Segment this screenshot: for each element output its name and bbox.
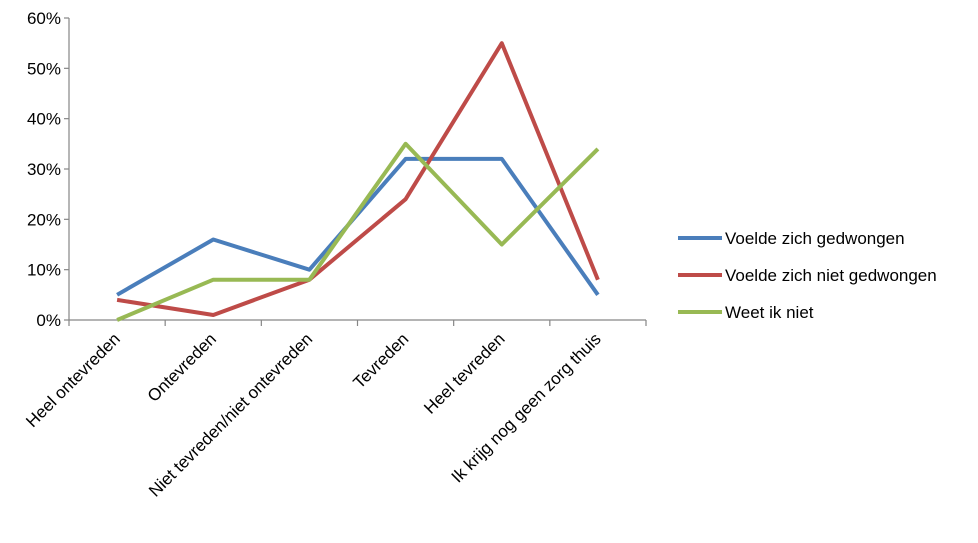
series-line-1	[116, 156, 600, 297]
legend-label: Voelde zich niet gedwongen	[725, 266, 937, 285]
y-tick-label: 10%	[27, 261, 61, 280]
y-tick-label: 50%	[27, 59, 61, 78]
legend: Voelde zich gedwongen Voelde zich niet ge…	[678, 229, 937, 322]
y-tick-label: 0%	[36, 311, 61, 330]
y-tick-label: 20%	[27, 210, 61, 229]
legend-label: Weet ik niet	[725, 303, 814, 322]
legend-label: Voelde zich gedwongen	[725, 229, 905, 248]
y-axis-ticks: 0% 10% 20% 30% 40% 50% 60%	[27, 9, 69, 330]
x-tick-label: Ontevreden	[144, 329, 220, 405]
x-tick-label: Tevreden	[350, 329, 413, 392]
x-tick-label: Heel ontevreden	[22, 329, 124, 431]
x-tick-label: Niet tevreden/niet ontevreden	[145, 329, 316, 500]
series-lines	[116, 41, 600, 322]
series-line-2	[116, 41, 600, 317]
y-tick-label: 60%	[27, 9, 61, 28]
x-tick-label: Heel tevreden	[420, 329, 508, 417]
series-line-3	[116, 141, 600, 322]
y-tick-label: 40%	[27, 110, 61, 129]
y-tick-label: 30%	[27, 160, 61, 179]
